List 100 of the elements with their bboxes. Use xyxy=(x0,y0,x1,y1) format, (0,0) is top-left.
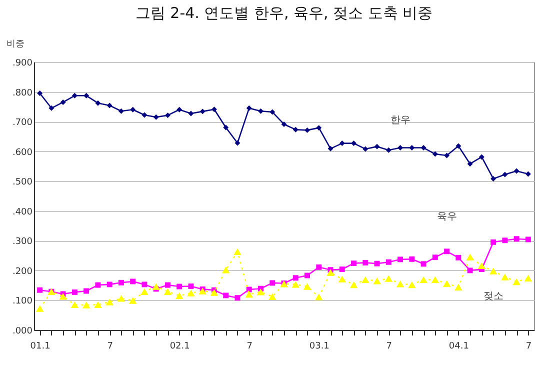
y-tick-label: .100 xyxy=(12,296,33,307)
point xyxy=(176,284,182,290)
point xyxy=(384,275,393,282)
point xyxy=(456,143,462,149)
point xyxy=(362,260,368,266)
y-axis-title: 비중 xyxy=(6,40,24,50)
point xyxy=(222,266,230,274)
point xyxy=(234,140,240,146)
point xyxy=(152,283,160,290)
point xyxy=(362,276,370,284)
point xyxy=(454,284,462,290)
point xyxy=(386,147,392,153)
point xyxy=(164,112,170,118)
point xyxy=(339,140,345,146)
point xyxy=(316,264,322,270)
point xyxy=(432,254,438,260)
point xyxy=(326,269,334,276)
point xyxy=(268,293,276,300)
point xyxy=(442,280,451,287)
point xyxy=(48,105,54,111)
point xyxy=(95,100,101,106)
point xyxy=(258,108,264,114)
point xyxy=(398,256,404,262)
point xyxy=(176,106,182,112)
y-tick-label: .300 xyxy=(12,237,33,248)
y-tick-label: .200 xyxy=(12,266,33,277)
point xyxy=(84,288,90,294)
point xyxy=(292,275,298,281)
point xyxy=(187,290,195,296)
point xyxy=(351,140,357,146)
point xyxy=(200,108,206,114)
point xyxy=(94,301,102,308)
point xyxy=(164,288,172,295)
point xyxy=(130,106,136,112)
x-tick-label: 04.1 xyxy=(448,342,469,352)
point xyxy=(223,124,229,130)
point xyxy=(70,301,79,308)
point xyxy=(351,260,357,266)
point xyxy=(210,289,218,296)
point xyxy=(130,278,136,284)
point xyxy=(304,272,310,278)
y-tick-label: .500 xyxy=(12,178,33,188)
point xyxy=(223,292,229,298)
point xyxy=(525,171,531,177)
point xyxy=(514,236,520,242)
point xyxy=(338,276,346,282)
y-tick-label: .400 xyxy=(12,207,33,218)
point xyxy=(304,127,310,133)
point xyxy=(188,283,194,289)
chart-title: 그림 2-4. 연도별 한우, 육우, 젖소 도축 비중 xyxy=(135,4,433,22)
point xyxy=(37,90,43,96)
point xyxy=(490,239,496,245)
x-tick-label: 7 xyxy=(107,342,113,352)
point xyxy=(409,145,415,150)
point xyxy=(502,238,508,244)
point xyxy=(444,248,450,254)
text: 육우 xyxy=(436,211,457,222)
point xyxy=(140,288,148,295)
point xyxy=(270,280,276,286)
x-tick-label: 03.1 xyxy=(309,342,330,352)
point xyxy=(420,261,426,267)
series-label: 젖소 xyxy=(483,291,504,302)
point xyxy=(142,282,148,288)
point xyxy=(118,280,124,286)
point xyxy=(398,145,404,150)
point xyxy=(466,254,474,260)
point xyxy=(292,281,300,288)
point xyxy=(502,172,508,178)
point xyxy=(350,281,358,288)
point xyxy=(106,282,112,288)
point xyxy=(245,290,253,298)
x-tick-label: 7 xyxy=(386,342,392,352)
y-tick-label: .000 xyxy=(12,326,33,336)
point xyxy=(501,274,509,280)
point xyxy=(524,274,532,282)
point xyxy=(256,288,265,296)
point xyxy=(142,112,148,118)
point xyxy=(467,268,473,274)
point xyxy=(420,145,426,150)
x-tick-label: 02.1 xyxy=(170,342,190,352)
point xyxy=(525,236,531,242)
x-tick-label: 7 xyxy=(246,342,252,352)
point xyxy=(164,282,170,288)
point xyxy=(339,266,345,272)
point xyxy=(118,108,124,114)
point xyxy=(281,121,287,127)
y-tick-label: .700 xyxy=(12,118,33,128)
point xyxy=(374,260,380,266)
point xyxy=(431,276,440,284)
point xyxy=(512,278,520,286)
point xyxy=(396,280,404,288)
series-label: 한우 xyxy=(390,114,410,126)
x-tick-label: 01.1 xyxy=(30,342,50,352)
point xyxy=(72,289,78,295)
point xyxy=(432,151,438,157)
y-tick-label: .600 xyxy=(12,148,33,158)
point xyxy=(198,288,206,294)
point xyxy=(490,176,496,182)
point xyxy=(328,146,334,152)
point xyxy=(234,248,242,256)
